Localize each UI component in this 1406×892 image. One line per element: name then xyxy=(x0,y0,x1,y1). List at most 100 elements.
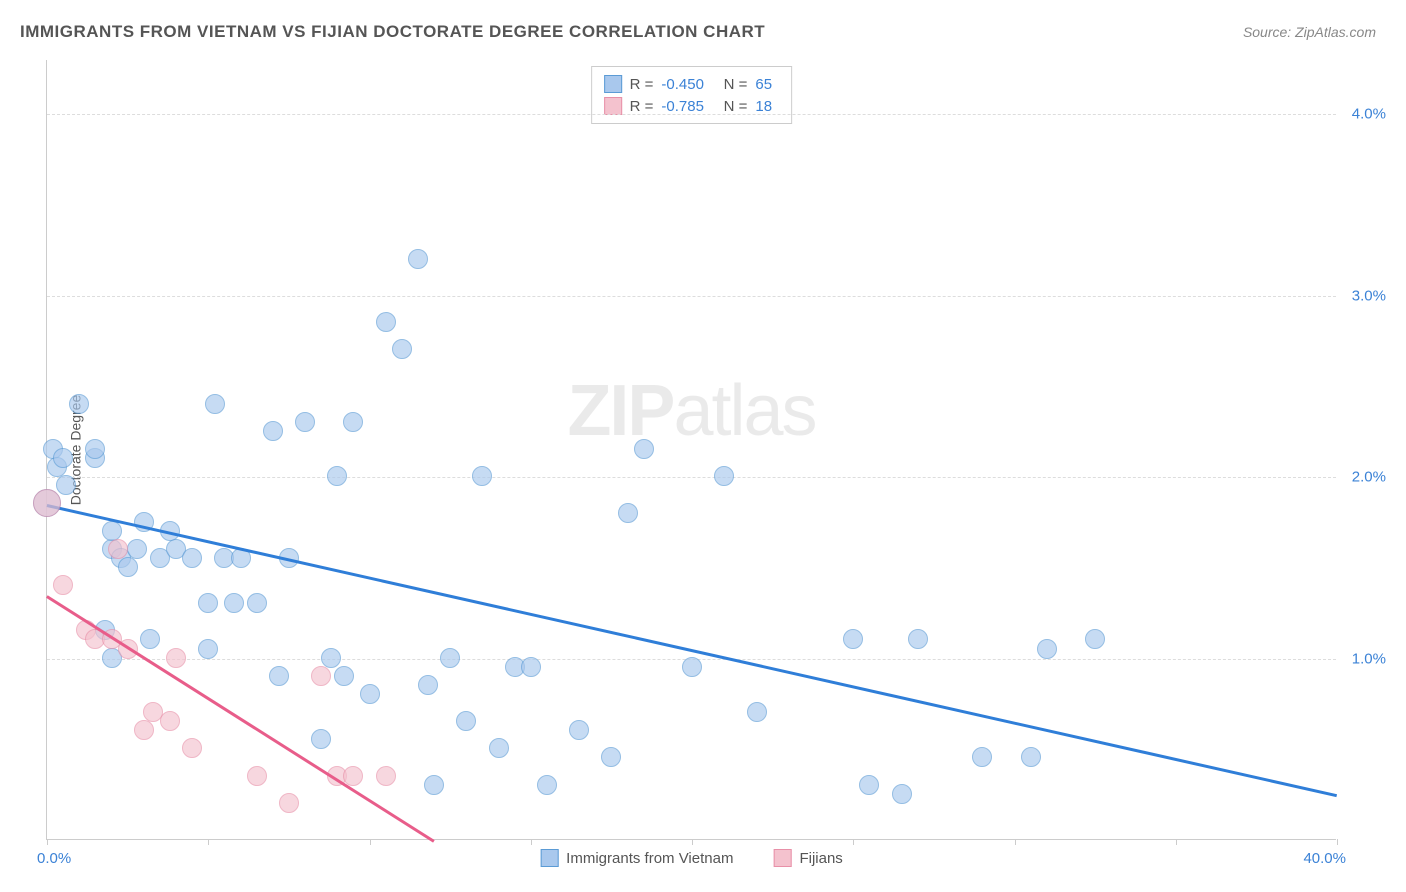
x-tick xyxy=(692,839,693,845)
grid-line xyxy=(47,296,1336,297)
scatter-point xyxy=(108,539,128,559)
x-tick xyxy=(47,839,48,845)
legend-swatch xyxy=(604,75,622,93)
legend-r-value: -0.450 xyxy=(661,76,711,93)
legend-item: Fijians xyxy=(773,849,842,867)
legend-r-label: R = xyxy=(630,98,654,115)
trend-line xyxy=(47,504,1338,797)
scatter-point xyxy=(53,575,73,595)
scatter-point xyxy=(859,775,879,795)
scatter-point xyxy=(205,394,225,414)
scatter-point xyxy=(908,629,928,649)
scatter-point xyxy=(537,775,557,795)
y-tick-label: 4.0% xyxy=(1352,106,1386,123)
trend-line xyxy=(46,595,434,842)
scatter-point xyxy=(269,666,289,686)
scatter-point xyxy=(140,629,160,649)
scatter-point xyxy=(56,475,76,495)
series-legend: Immigrants from Vietnam Fijians xyxy=(540,849,843,867)
scatter-point xyxy=(182,548,202,568)
scatter-point xyxy=(972,747,992,767)
scatter-point xyxy=(1037,639,1057,659)
scatter-point xyxy=(198,639,218,659)
scatter-point xyxy=(892,784,912,804)
scatter-point xyxy=(376,312,396,332)
scatter-point xyxy=(224,593,244,613)
chart-area: Doctorate Degree ZIPatlas R = -0.450 N =… xyxy=(46,60,1386,840)
x-tick xyxy=(1337,839,1338,845)
scatter-point xyxy=(1021,747,1041,767)
scatter-point xyxy=(569,720,589,740)
scatter-point xyxy=(408,249,428,269)
scatter-point xyxy=(489,738,509,758)
legend-swatch xyxy=(773,849,791,867)
source-attribution: Source: ZipAtlas.com xyxy=(1243,24,1376,40)
scatter-point xyxy=(263,421,283,441)
chart-title: IMMIGRANTS FROM VIETNAM VS FIJIAN DOCTOR… xyxy=(20,22,765,42)
legend-n-value: 65 xyxy=(755,76,779,93)
scatter-point xyxy=(472,466,492,486)
plot-area: ZIPatlas R = -0.450 N = 65R = -0.785 N =… xyxy=(46,60,1336,840)
x-tick xyxy=(208,839,209,845)
scatter-point xyxy=(311,666,331,686)
scatter-point xyxy=(102,521,122,541)
scatter-point xyxy=(69,394,89,414)
scatter-point xyxy=(376,766,396,786)
scatter-point xyxy=(334,666,354,686)
scatter-point xyxy=(343,766,363,786)
scatter-point xyxy=(456,711,476,731)
scatter-point xyxy=(682,657,702,677)
x-tick xyxy=(370,839,371,845)
scatter-point xyxy=(33,489,61,517)
x-axis-max-label: 40.0% xyxy=(1303,850,1346,867)
scatter-point xyxy=(424,775,444,795)
scatter-point xyxy=(327,466,347,486)
scatter-point xyxy=(53,448,73,468)
scatter-point xyxy=(601,747,621,767)
scatter-point xyxy=(295,412,315,432)
scatter-point xyxy=(321,648,341,668)
scatter-point xyxy=(166,648,186,668)
scatter-point xyxy=(392,339,412,359)
legend-n-label: N = xyxy=(719,98,747,115)
y-tick-label: 3.0% xyxy=(1352,287,1386,304)
scatter-point xyxy=(85,439,105,459)
scatter-point xyxy=(127,539,147,559)
scatter-point xyxy=(418,675,438,695)
scatter-point xyxy=(618,503,638,523)
legend-label: Fijians xyxy=(799,850,842,867)
scatter-point xyxy=(521,657,541,677)
scatter-point xyxy=(279,793,299,813)
grid-line xyxy=(47,114,1336,115)
scatter-point xyxy=(134,720,154,740)
scatter-point xyxy=(311,729,331,749)
scatter-point xyxy=(1085,629,1105,649)
y-tick-label: 2.0% xyxy=(1352,469,1386,486)
scatter-point xyxy=(118,557,138,577)
y-tick-label: 1.0% xyxy=(1352,650,1386,667)
x-tick xyxy=(853,839,854,845)
scatter-point xyxy=(160,711,180,731)
scatter-point xyxy=(747,702,767,722)
x-tick xyxy=(531,839,532,845)
x-tick xyxy=(1015,839,1016,845)
scatter-point xyxy=(714,466,734,486)
scatter-point xyxy=(360,684,380,704)
legend-n-label: N = xyxy=(719,76,747,93)
legend-r-value: -0.785 xyxy=(661,98,711,115)
legend-n-value: 18 xyxy=(755,98,779,115)
legend-swatch xyxy=(540,849,558,867)
legend-label: Immigrants from Vietnam xyxy=(566,850,733,867)
legend-item: Immigrants from Vietnam xyxy=(540,849,733,867)
scatter-point xyxy=(634,439,654,459)
legend-swatch xyxy=(604,97,622,115)
legend-r-label: R = xyxy=(630,76,654,93)
x-axis-min-label: 0.0% xyxy=(37,850,71,867)
scatter-point xyxy=(440,648,460,668)
scatter-point xyxy=(843,629,863,649)
scatter-point xyxy=(198,593,218,613)
scatter-point xyxy=(182,738,202,758)
scatter-point xyxy=(247,766,267,786)
watermark: ZIPatlas xyxy=(567,370,815,452)
legend-row: R = -0.450 N = 65 xyxy=(604,73,780,95)
